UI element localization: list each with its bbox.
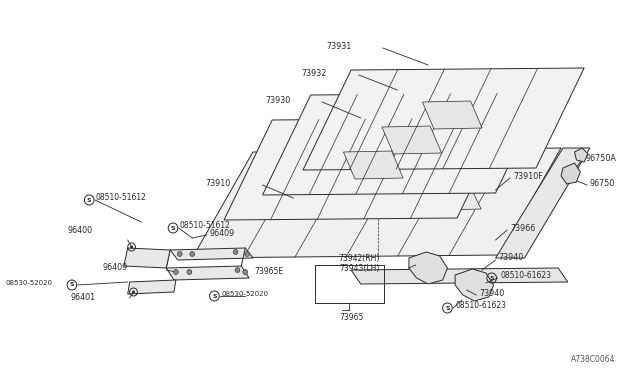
Text: S: S — [490, 276, 494, 280]
Text: 73910F: 73910F — [513, 171, 543, 180]
Text: 73942(RH): 73942(RH) — [339, 253, 380, 263]
Text: 73965E: 73965E — [255, 267, 284, 276]
Text: 96750A: 96750A — [585, 154, 616, 163]
Circle shape — [173, 269, 179, 275]
Text: 73943(LH): 73943(LH) — [340, 263, 380, 273]
Polygon shape — [344, 151, 403, 179]
Text: S: S — [445, 305, 450, 311]
Bar — [314, 265, 384, 303]
Text: S: S — [212, 294, 217, 298]
Text: S: S — [70, 282, 74, 288]
Text: S: S — [87, 198, 92, 202]
Text: 96750: 96750 — [590, 179, 615, 187]
Text: 73932: 73932 — [301, 68, 327, 77]
Polygon shape — [561, 163, 580, 184]
Polygon shape — [128, 280, 176, 294]
Polygon shape — [455, 269, 493, 301]
Polygon shape — [422, 101, 482, 129]
Text: 73931: 73931 — [326, 42, 351, 51]
Circle shape — [243, 269, 248, 275]
Polygon shape — [495, 148, 590, 258]
Text: 73940: 73940 — [499, 253, 524, 263]
Polygon shape — [272, 175, 327, 200]
Circle shape — [190, 251, 195, 257]
Text: A738C0064: A738C0064 — [572, 356, 616, 365]
Circle shape — [235, 267, 240, 273]
Polygon shape — [224, 118, 505, 220]
Text: 96409: 96409 — [102, 263, 128, 273]
Text: 73930: 73930 — [265, 96, 291, 105]
Polygon shape — [409, 252, 447, 284]
Polygon shape — [166, 266, 249, 280]
Circle shape — [177, 251, 182, 257]
Polygon shape — [262, 93, 544, 195]
Text: 08510-61623: 08510-61623 — [455, 301, 506, 311]
Polygon shape — [303, 68, 584, 170]
Circle shape — [130, 246, 133, 248]
Text: 08530-52020: 08530-52020 — [6, 280, 52, 286]
Text: 73965: 73965 — [340, 314, 364, 323]
Polygon shape — [349, 180, 404, 205]
Polygon shape — [382, 126, 442, 154]
Circle shape — [233, 250, 238, 254]
Text: 96400: 96400 — [68, 225, 93, 234]
Text: 08510-51612: 08510-51612 — [96, 192, 147, 202]
Text: 96409: 96409 — [209, 228, 235, 237]
Text: 73940: 73940 — [479, 289, 504, 298]
Polygon shape — [192, 148, 561, 258]
Text: S: S — [171, 225, 175, 231]
Polygon shape — [351, 268, 568, 284]
Circle shape — [244, 251, 250, 257]
Circle shape — [132, 291, 135, 294]
Text: 96401: 96401 — [71, 294, 96, 302]
Polygon shape — [575, 148, 588, 162]
Text: 08530-52020: 08530-52020 — [221, 291, 268, 297]
Polygon shape — [170, 248, 253, 260]
Polygon shape — [124, 248, 170, 268]
Text: 73910: 73910 — [205, 179, 231, 187]
Circle shape — [187, 269, 192, 275]
Text: 08510-61623: 08510-61623 — [500, 272, 552, 280]
Text: 08510-51612: 08510-51612 — [180, 221, 230, 230]
Text: 73966: 73966 — [510, 224, 535, 232]
Polygon shape — [426, 185, 481, 210]
